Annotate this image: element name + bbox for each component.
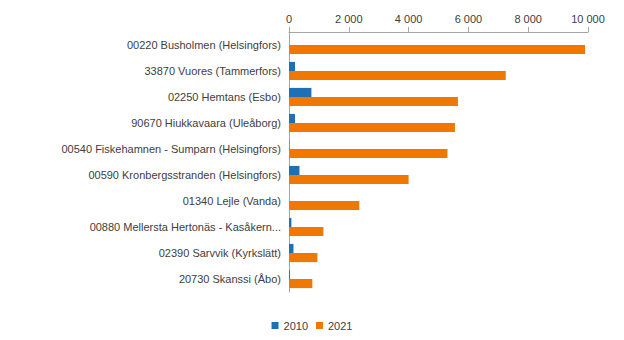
svg-text:90670 Hiukkavaara (Uleåborg): 90670 Hiukkavaara (Uleåborg) [131,117,281,129]
svg-text:2021: 2021 [328,320,352,332]
svg-text:20730 Skanssi (Åbo): 20730 Skanssi (Åbo) [179,273,281,285]
svg-text:0: 0 [286,13,292,25]
svg-text:00590 Kronbergsstranden (Helsi: 00590 Kronbergsstranden (Helsingfors) [88,169,281,181]
svg-text:00880 Mellersta Hertonäs - Kas: 00880 Mellersta Hertonäs - Kasåkern... [90,221,281,233]
svg-text:2 000: 2 000 [335,13,363,25]
svg-text:8 000: 8 000 [514,13,542,25]
svg-text:6 000: 6 000 [455,13,483,25]
svg-text:33870 Vuores (Tammerfors): 33870 Vuores (Tammerfors) [144,65,281,77]
svg-text:02250 Hemtans (Esbo): 02250 Hemtans (Esbo) [168,91,281,103]
svg-text:00540 Fiskehamnen - Sumparn (H: 00540 Fiskehamnen - Sumparn (Helsingfors… [62,143,282,155]
svg-text:4 000: 4 000 [395,13,423,25]
svg-text:01340 Lejle (Vanda): 01340 Lejle (Vanda) [183,195,281,207]
svg-text:2010: 2010 [284,320,308,332]
svg-text:00220 Busholmen (Helsingfors): 00220 Busholmen (Helsingfors) [127,39,281,51]
svg-text:10 000: 10 000 [571,13,605,25]
svg-text:02390 Sarvvik (Kyrkslätt): 02390 Sarvvik (Kyrkslätt) [159,247,281,259]
